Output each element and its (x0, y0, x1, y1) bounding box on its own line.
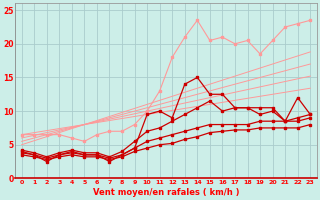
X-axis label: Vent moyen/en rafales ( km/h ): Vent moyen/en rafales ( km/h ) (93, 188, 239, 197)
